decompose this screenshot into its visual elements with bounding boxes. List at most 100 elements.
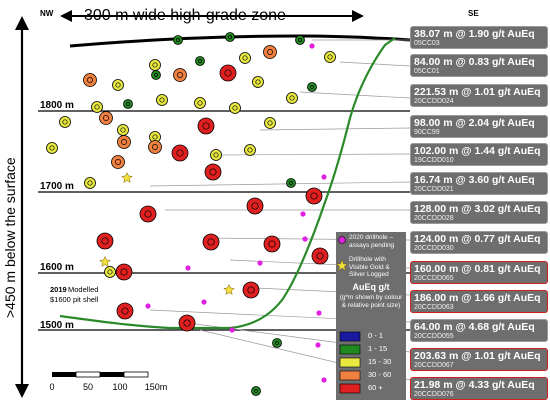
drill-intercept-point: [151, 70, 161, 80]
visible-gold-star: [99, 255, 111, 267]
legend-swatch: [339, 357, 361, 368]
intercept-callout: 64.00 m @ 4.68 g/t AuEq 20CCDD055: [410, 319, 548, 342]
drill-intercept-point-core: [209, 168, 217, 176]
scale-tick-100: 100: [112, 382, 127, 392]
visible-gold-star-icon: [336, 259, 349, 272]
pending-drillhole-point: [185, 265, 191, 271]
drill-intercept-point: [272, 338, 282, 348]
intercept-value: 102.00 m @ 1.44 g/t AuEq: [414, 145, 541, 157]
scale-tick-150m: 150m: [145, 382, 168, 392]
drill-intercept-point: [173, 35, 183, 45]
pit-shell-year: 2019: [50, 285, 67, 294]
drill-intercept-point: [311, 247, 329, 265]
drill-intercept-point-core: [62, 119, 68, 125]
drill-intercept-point: [173, 68, 187, 82]
legend-swatches: [339, 331, 361, 394]
legend: 2020 drillhole – assays pending Drillhol…: [336, 232, 406, 400]
scale-bar-segment: [100, 372, 124, 377]
legend-class-label: 60 +: [368, 383, 383, 392]
drill-intercept-point-core: [310, 192, 318, 200]
pending-drillhole-point: [145, 303, 151, 309]
scale-tick-50: 50: [83, 382, 93, 392]
drill-intercept-point: [229, 102, 241, 114]
intercept-callout: 124.00 m @ 0.77 g/t AuEq 20CCDD030: [410, 231, 548, 254]
drill-intercept-point: [91, 101, 103, 113]
drill-intercept-point-core: [316, 252, 324, 260]
depth-arrow-bottom: [15, 384, 29, 398]
drill-intercept-point-core: [177, 72, 183, 78]
leader-line: [149, 181, 411, 187]
leader-line: [214, 153, 411, 156]
drill-intercept-point: [178, 314, 196, 332]
legend-svg: [336, 236, 361, 394]
drill-intercept-point: [219, 64, 237, 82]
intercept-hole-id: 05CC01: [414, 68, 440, 75]
scale-bar-segment: [75, 371, 101, 378]
intercept-callout: 98.00 m @ 2.04 g/t AuEq 90CC99: [410, 115, 548, 138]
drill-intercept-point-core: [267, 120, 273, 126]
legend-class-label: 0 - 1: [368, 331, 384, 340]
intercept-value: 160.00 m @ 0.81 g/t AuEq: [414, 263, 541, 275]
intercept-callout: 102.00 m @ 1.44 g/t AuEq 19CCDD010: [410, 143, 548, 166]
drill-intercept-point-core: [228, 35, 232, 39]
pending-drillhole-point: [321, 174, 327, 180]
pending-drillhole-icon: [338, 236, 346, 244]
legend-swatch: [339, 370, 361, 381]
drill-intercept-point-core: [275, 341, 279, 345]
drill-intercept-point-core: [232, 105, 238, 111]
drill-intercept-point-core: [247, 286, 255, 294]
drill-intercept-point: [197, 117, 215, 135]
intercept-value: 98.00 m @ 2.04 g/t AuEq: [414, 117, 535, 129]
drill-intercept-point-core: [202, 122, 210, 130]
drill-intercept-point-core: [115, 82, 121, 88]
drill-intercept-point-core: [213, 152, 219, 158]
legend-class-label: 15 - 30: [368, 357, 392, 366]
pending-drillhole-point: [300, 211, 306, 217]
drill-intercept-point: [194, 97, 206, 109]
scale-tick-0: 0: [49, 382, 54, 392]
drill-intercept-point-core: [251, 202, 259, 210]
pending-drillhole-point: [321, 377, 327, 383]
drill-intercept-point: [99, 111, 113, 125]
intercept-hole-id: 20CCDD067: [414, 362, 454, 369]
drill-intercept-point: [307, 82, 317, 92]
drill-intercept-point: [116, 302, 134, 320]
intercept-callout: 128.00 m @ 3.02 g/t AuEq 20CCDD028: [410, 201, 548, 224]
drill-intercept-point: [148, 140, 162, 154]
drill-intercept-point: [286, 178, 296, 188]
drill-intercept-point-core: [87, 77, 93, 83]
drill-intercept-point: [117, 135, 131, 149]
drill-intercept-point-core: [49, 145, 55, 151]
intercept-hole-id: 19CCDD010: [414, 157, 454, 164]
visible-gold-star: [121, 171, 133, 183]
scale-bar-segment: [123, 371, 149, 378]
drill-intercept-point-core: [247, 147, 253, 153]
leader-line: [339, 61, 411, 67]
drill-intercept-point-core: [183, 319, 191, 327]
drill-intercept-point-core: [120, 127, 126, 133]
intercept-callout: 186.00 m @ 1.66 g/t AuEq 20CCDD063: [410, 290, 548, 313]
pending-drillhole-point: [309, 43, 315, 49]
drill-intercept-point-core: [121, 139, 127, 145]
drill-intercept-point-core: [207, 238, 215, 246]
drill-intercept-point-core: [121, 307, 129, 315]
drill-intercept-point-core: [126, 102, 130, 106]
zone-arrow-left: [60, 10, 72, 22]
pending-drillhole-point: [315, 342, 321, 348]
drill-intercept-point-core: [176, 149, 184, 157]
legend-visible-gold-text: Drillhole with Visible Gold & Silver Log…: [349, 256, 390, 278]
scale-bar: [52, 371, 149, 378]
drill-intercept-point: [251, 386, 261, 396]
se-label: SE: [468, 9, 479, 18]
intercept-callout: 203.63 m @ 1.01 g/t AuEq 20CCDD067: [410, 348, 548, 371]
intercept-hole-id: 20CCDD063: [414, 304, 454, 311]
intercept-hole-id: 20CCDD076: [414, 391, 454, 398]
drill-intercept-point: [111, 155, 125, 169]
drill-intercept-point: [244, 144, 256, 156]
drill-intercept-point: [83, 73, 97, 87]
drill-intercept-point: [171, 144, 189, 162]
pending-drillhole-point: [302, 236, 308, 242]
drill-intercept-point: [264, 117, 276, 129]
intercept-value: 84.00 m @ 0.83 g/t AuEq: [414, 56, 535, 68]
